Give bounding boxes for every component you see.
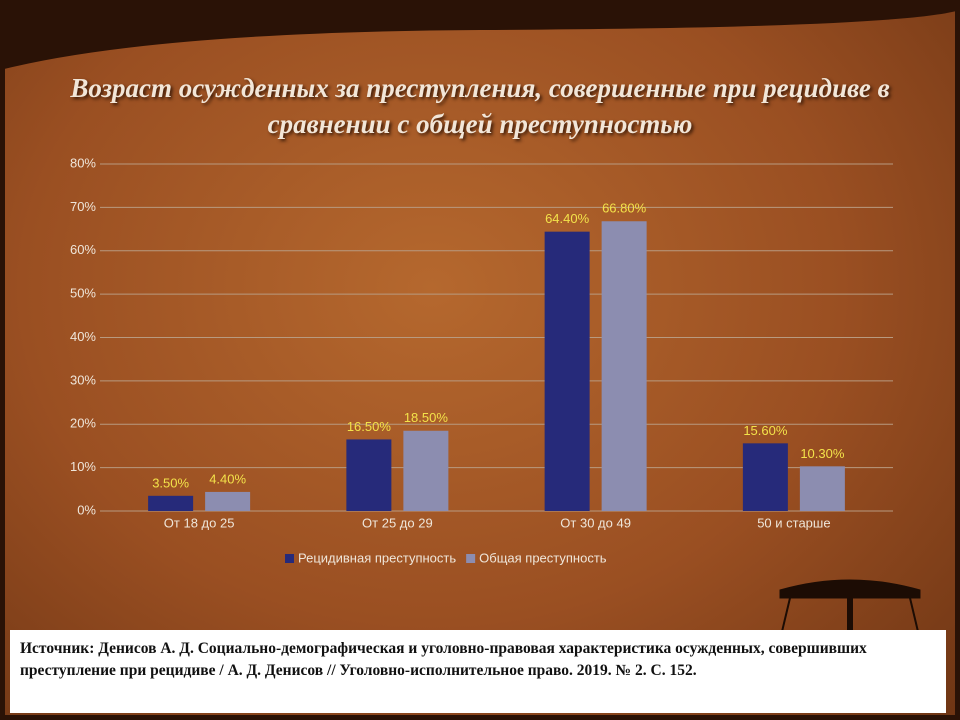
value-label: 15.60% bbox=[743, 423, 788, 438]
source-note: Источник: Денисов А. Д. Социально-демогр… bbox=[10, 630, 946, 713]
bar bbox=[742, 443, 788, 511]
bar bbox=[544, 231, 590, 512]
y-tick-label: 40% bbox=[70, 329, 96, 344]
bar bbox=[148, 495, 194, 511]
bar bbox=[205, 491, 251, 511]
legend-swatch bbox=[466, 554, 476, 563]
bar bbox=[346, 439, 392, 511]
legend-label: Рецидивная преступность bbox=[298, 550, 456, 565]
bar bbox=[799, 466, 845, 511]
x-tick-label: От 30 до 49 bbox=[560, 515, 631, 530]
value-label: 4.40% bbox=[209, 471, 246, 486]
value-label: 10.30% bbox=[800, 446, 845, 461]
bar bbox=[403, 430, 449, 511]
y-tick-label: 60% bbox=[70, 242, 96, 257]
x-tick-label: От 25 до 29 bbox=[362, 515, 433, 530]
bar bbox=[601, 221, 647, 511]
value-label: 18.50% bbox=[404, 410, 449, 425]
value-label: 3.50% bbox=[152, 475, 189, 490]
chart-title: Возраст осужденных за преступления, сове… bbox=[70, 73, 890, 139]
y-tick-label: 20% bbox=[70, 416, 96, 431]
y-tick-label: 30% bbox=[70, 372, 96, 387]
y-tick-label: 0% bbox=[77, 502, 96, 517]
top-border bbox=[0, 0, 960, 70]
legend-swatch bbox=[285, 554, 294, 563]
x-tick-label: 50 и старше bbox=[757, 515, 830, 530]
x-tick-label: От 18 до 25 bbox=[164, 515, 235, 530]
y-tick-label: 50% bbox=[70, 286, 96, 301]
value-label: 64.40% bbox=[545, 211, 590, 226]
legend-label: Общая преступность bbox=[479, 550, 607, 565]
value-label: 16.50% bbox=[347, 419, 392, 434]
value-label: 66.80% bbox=[602, 201, 647, 216]
y-tick-label: 70% bbox=[70, 199, 96, 214]
y-tick-label: 80% bbox=[70, 155, 96, 170]
y-tick-label: 10% bbox=[70, 459, 96, 474]
